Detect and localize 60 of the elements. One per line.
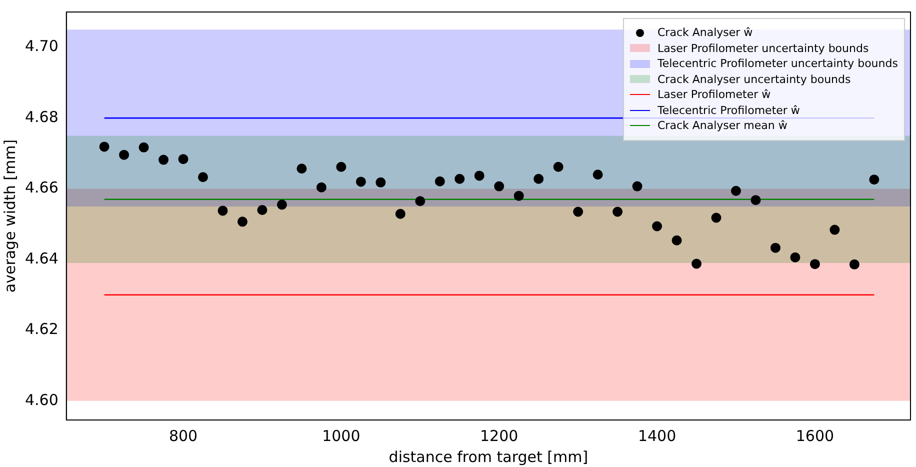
point [573, 206, 584, 217]
point [158, 154, 169, 165]
point [494, 181, 504, 192]
point [474, 170, 484, 181]
point [336, 162, 346, 172]
point [711, 212, 722, 223]
legend-label: Crack Analyser ŵ [658, 26, 753, 40]
point [434, 176, 445, 186]
point [198, 172, 208, 182]
y-tick-label: 4.66 [24, 178, 58, 197]
x-tick-label: 1000 [322, 426, 360, 445]
y-tick-label: 4.70 [24, 37, 58, 56]
point [612, 206, 623, 217]
legend-label: Telecentric Profilometer ŵ [658, 104, 800, 117]
point [534, 174, 544, 184]
point [849, 259, 860, 270]
legend-label: Crack Analyser uncertainty bounds [658, 72, 851, 86]
point [218, 206, 228, 216]
legend-label: Laser Profilometer uncertainty bounds [658, 42, 869, 55]
x-tick-label: 1400 [638, 426, 676, 445]
point [810, 259, 820, 270]
point [376, 177, 386, 188]
point [395, 208, 406, 219]
y-tick-label: 4.68 [24, 108, 58, 126]
y-tick-label: 4.64 [24, 249, 58, 268]
point [869, 174, 880, 185]
point [99, 142, 110, 152]
point [750, 195, 761, 206]
point [770, 242, 780, 253]
point [592, 170, 603, 180]
point [632, 181, 642, 192]
x-axis-title: distance from target [mm] [388, 448, 588, 466]
point [790, 252, 800, 262]
x-tick-label: 1200 [480, 426, 518, 445]
point [415, 196, 426, 206]
point [830, 224, 840, 235]
legend-label: Laser Profilometer ŵ [658, 88, 771, 102]
point [692, 258, 702, 269]
legend-label: Crack Analyser mean ŵ [658, 119, 788, 132]
x-tick-label: 1600 [796, 426, 834, 445]
point [237, 216, 248, 227]
point [257, 204, 268, 215]
point [356, 176, 366, 187]
point [454, 174, 465, 184]
y-tick-label: 4.62 [24, 320, 58, 338]
point [178, 154, 188, 164]
point [276, 200, 287, 210]
point [138, 142, 149, 152]
point [652, 221, 662, 232]
y-axis-title: average width [mm] [0, 139, 19, 293]
point [672, 235, 682, 246]
x-tick-label: 800 [168, 426, 198, 445]
point [296, 164, 307, 174]
band-label: Telecentric Profilometer uncertainty bounds [658, 57, 898, 70]
point [514, 190, 524, 201]
point [730, 186, 741, 196]
point [316, 182, 326, 192]
y-tick-label: 4.60 [24, 390, 58, 409]
point [553, 162, 564, 172]
point [119, 150, 130, 160]
